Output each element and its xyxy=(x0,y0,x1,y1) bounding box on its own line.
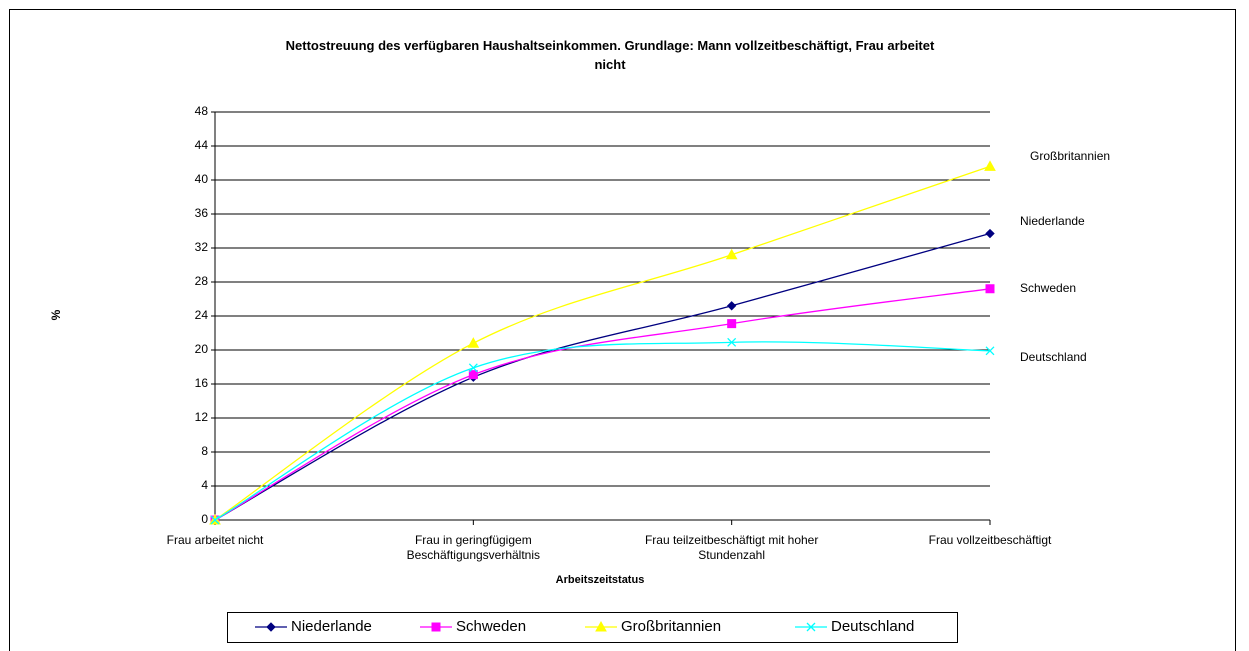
legend-label: Deutschland xyxy=(831,618,914,635)
x-tick-label: Frau in geringfügigem Beschäftigungsverh… xyxy=(406,533,541,562)
y-tick-label: 8 xyxy=(201,444,208,458)
data-point xyxy=(985,284,995,294)
x-tick-label: Frau vollzeitbeschäftigt xyxy=(928,533,1052,547)
y-tick-label: 4 xyxy=(201,478,208,492)
y-tick-label: 32 xyxy=(195,240,209,254)
data-point xyxy=(726,301,737,311)
legend-label: Niederlande xyxy=(291,618,372,635)
legend-marker xyxy=(806,622,816,632)
legend-marker xyxy=(431,622,441,632)
series-end-label: Deutschland xyxy=(1020,350,1087,364)
legend-marker xyxy=(266,622,276,632)
x-tick-label: Frau teilzeitbeschäftigt mit hoher Stund… xyxy=(644,533,819,562)
data-point xyxy=(984,160,996,171)
data-point xyxy=(725,248,738,260)
y-tick-label: 16 xyxy=(195,376,209,390)
y-tick-label: 40 xyxy=(195,172,209,186)
x-axis-label: Arbeitszeitstatus xyxy=(556,574,645,586)
data-point xyxy=(210,515,220,525)
chart-frame xyxy=(9,9,1236,651)
series-line xyxy=(214,165,991,521)
y-tick-label: 36 xyxy=(195,206,209,220)
y-tick-label: 28 xyxy=(195,274,209,288)
data-point xyxy=(467,337,480,348)
legend-marker xyxy=(595,620,607,632)
y-tick-label: 20 xyxy=(195,342,209,356)
series-end-label: Niederlande xyxy=(1020,214,1085,228)
data-point xyxy=(468,370,478,380)
series-end-label: Schweden xyxy=(1020,281,1076,295)
x-tick-label: Frau arbeitet nicht xyxy=(166,533,264,547)
series-end-label: Großbritannien xyxy=(1030,149,1110,163)
y-tick-label: 48 xyxy=(195,104,209,118)
y-tick-label: 12 xyxy=(195,410,209,424)
data-point xyxy=(727,337,737,347)
legend-label: Schweden xyxy=(456,618,526,635)
data-point xyxy=(727,319,737,329)
y-axis-label: % xyxy=(49,309,63,320)
data-point xyxy=(985,346,995,356)
series-line xyxy=(214,232,991,521)
data-point xyxy=(468,363,478,373)
data-point xyxy=(985,228,995,239)
chart-title: Nettostreuung des verfügbaren Haushaltse… xyxy=(285,38,935,72)
y-tick-label: 0 xyxy=(201,512,208,526)
legend-label: Großbritannien xyxy=(621,618,721,635)
series-line xyxy=(214,341,991,521)
y-tick-label: 44 xyxy=(195,138,209,152)
y-tick-label: 24 xyxy=(195,308,209,322)
series-line xyxy=(214,288,991,521)
